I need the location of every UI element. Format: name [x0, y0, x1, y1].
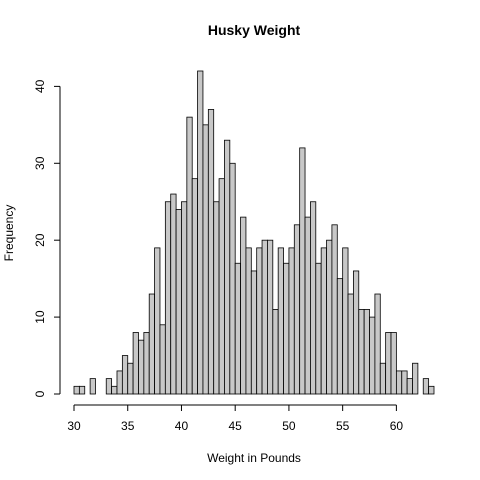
- y-axis-label: Frequency: [2, 205, 16, 262]
- histogram-bar: [245, 247, 252, 395]
- histogram-bar: [138, 339, 145, 395]
- histogram-bar: [299, 147, 306, 395]
- histogram-bar: [127, 362, 134, 395]
- y-tick-label: 20: [33, 233, 47, 247]
- histogram-bar: [164, 201, 172, 395]
- histogram-bar: [277, 247, 284, 395]
- histogram-bar: [379, 362, 387, 395]
- histogram-bar: [111, 385, 118, 395]
- histogram-bar: [250, 270, 258, 395]
- y-tick-label: 30: [33, 156, 47, 170]
- histogram-bar: [406, 378, 413, 395]
- histogram-bar: [224, 139, 231, 395]
- x-tick-label: 55: [336, 419, 350, 433]
- histogram-bar: [170, 193, 177, 395]
- histogram-bar: [304, 216, 311, 395]
- histogram-bar: [369, 316, 376, 395]
- histogram-bar: [261, 239, 268, 395]
- histogram-bar: [288, 247, 295, 395]
- histogram-bar: [283, 262, 290, 395]
- histogram-bar: [401, 370, 408, 395]
- histogram-bar: [428, 385, 435, 395]
- histogram-bar: [320, 247, 327, 395]
- histogram-bar: [412, 362, 419, 395]
- histogram-bar: [272, 308, 279, 395]
- histogram-bar: [202, 124, 209, 395]
- chart-title: Husky Weight: [208, 22, 301, 38]
- histogram-bar: [336, 278, 344, 395]
- histogram-bar: [191, 178, 198, 395]
- histogram-bar: [315, 262, 322, 395]
- histogram-bar: [159, 324, 166, 395]
- histogram-bar: [395, 370, 403, 395]
- histogram-bar: [422, 378, 430, 395]
- x-axis: 30 35 40 45 50 55 60: [67, 404, 404, 433]
- histogram-bar: [105, 378, 113, 395]
- histogram-bar: [342, 247, 349, 395]
- histogram-bar: [390, 332, 397, 395]
- histogram-bar: [229, 162, 236, 395]
- y-tick-label: 40: [33, 79, 47, 93]
- histogram-bar: [89, 378, 96, 395]
- histogram-bar: [358, 308, 365, 395]
- histogram-bar: [240, 216, 247, 395]
- histogram-bar: [197, 70, 204, 395]
- x-tick-label: 60: [390, 419, 404, 433]
- histogram-bar: [207, 109, 215, 395]
- x-tick-label: 35: [121, 419, 135, 433]
- y-tick-label: 0: [33, 390, 47, 397]
- histogram-bar: [116, 370, 123, 395]
- x-tick-label: 50: [282, 419, 296, 433]
- histogram-bar: [310, 201, 317, 395]
- histogram-bar: [234, 262, 241, 395]
- histogram-bar: [218, 178, 225, 395]
- histogram-bar: [78, 385, 86, 395]
- histogram-bar: [143, 332, 150, 395]
- histogram-bar: [363, 308, 370, 395]
- histogram-bar: [385, 332, 392, 395]
- histogram-bar: [132, 332, 139, 395]
- histogram-bar: [256, 247, 263, 395]
- histogram-bar: [148, 293, 155, 395]
- x-tick-label: 45: [229, 419, 243, 433]
- histogram-bar: [293, 224, 301, 395]
- x-tick-label: 30: [67, 419, 81, 433]
- y-axis: 0 10 20 30 40: [33, 79, 61, 397]
- histogram-bar: [121, 355, 129, 395]
- histogram-bar: [352, 270, 360, 395]
- y-tick-label: 10: [33, 310, 47, 324]
- histogram-bar: [374, 293, 381, 395]
- histogram-bar: [213, 201, 220, 395]
- bars-group: [73, 70, 435, 395]
- histogram-bar: [181, 201, 188, 395]
- histogram-bar: [267, 239, 274, 395]
- x-tick-label: 40: [175, 419, 189, 433]
- histogram-bar: [331, 224, 338, 395]
- histogram-bar: [175, 209, 182, 395]
- histogram-bar: [154, 247, 161, 395]
- histogram-bar: [326, 239, 333, 395]
- histogram-bar: [73, 385, 80, 395]
- x-axis-label: Weight in Pounds: [207, 451, 301, 465]
- histogram-bar: [347, 293, 354, 395]
- histogram-bar: [186, 116, 193, 395]
